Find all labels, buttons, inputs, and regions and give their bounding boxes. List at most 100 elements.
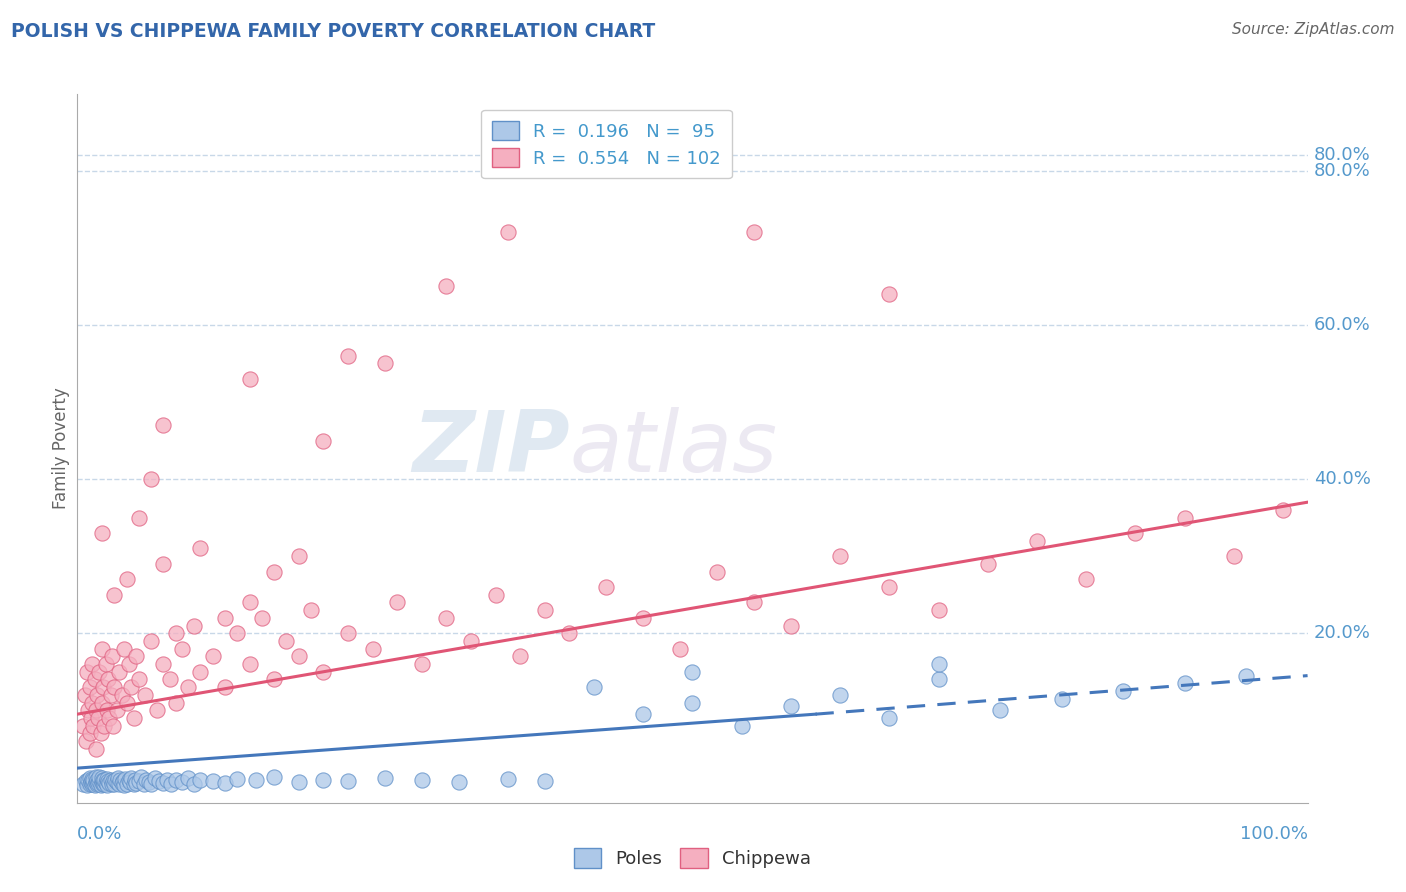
- Point: [90, 526, 114, 541]
- Point: [148, 774, 170, 789]
- Point: [485, 588, 508, 602]
- Point: [361, 641, 384, 656]
- Point: [114, 772, 136, 786]
- Point: [436, 611, 458, 625]
- Point: [288, 775, 311, 789]
- Point: [509, 649, 531, 664]
- Point: [558, 626, 581, 640]
- Point: [183, 618, 205, 632]
- Point: [98, 776, 121, 790]
- Point: [101, 777, 124, 791]
- Point: [135, 772, 157, 787]
- Point: [124, 772, 146, 787]
- Point: [170, 775, 193, 789]
- Point: [633, 707, 655, 722]
- Point: [110, 772, 132, 787]
- Point: [90, 726, 112, 740]
- Point: [121, 680, 143, 694]
- Point: [134, 688, 156, 702]
- Point: [76, 778, 98, 792]
- Point: [879, 711, 901, 725]
- Point: [111, 774, 134, 789]
- Text: ZIP: ZIP: [412, 407, 569, 490]
- Point: [177, 680, 200, 694]
- Point: [128, 774, 150, 789]
- Point: [239, 595, 262, 609]
- Point: [96, 703, 118, 717]
- Point: [141, 777, 163, 791]
- Text: 80.0%: 80.0%: [1313, 161, 1371, 180]
- Legend: Poles, Chippewa: Poles, Chippewa: [567, 841, 818, 875]
- Point: [188, 772, 212, 787]
- Point: [111, 776, 132, 790]
- Point: [496, 772, 519, 786]
- Point: [245, 773, 267, 788]
- Point: [100, 688, 122, 702]
- Point: [595, 580, 617, 594]
- Point: [125, 649, 148, 664]
- Point: [742, 226, 765, 240]
- Point: [312, 434, 335, 448]
- Point: [633, 611, 655, 625]
- Point: [118, 773, 141, 788]
- Point: [239, 372, 262, 386]
- Point: [129, 770, 153, 784]
- Point: [104, 773, 127, 788]
- Point: [263, 770, 285, 784]
- Point: [928, 657, 950, 671]
- Point: [96, 772, 118, 786]
- Point: [447, 775, 470, 789]
- Point: [89, 770, 111, 784]
- Point: [780, 699, 803, 714]
- Point: [121, 771, 143, 785]
- Point: [111, 688, 132, 702]
- Point: [89, 665, 111, 679]
- Text: POLISH VS CHIPPEWA FAMILY POVERTY CORRELATION CHART: POLISH VS CHIPPEWA FAMILY POVERTY CORREL…: [11, 22, 655, 41]
- Text: 60.0%: 60.0%: [1313, 316, 1371, 334]
- Point: [337, 349, 360, 363]
- Point: [830, 688, 852, 702]
- Point: [115, 696, 138, 710]
- Point: [780, 618, 803, 632]
- Point: [79, 776, 101, 790]
- Y-axis label: Family Poverty: Family Poverty: [52, 387, 70, 509]
- Point: [1076, 572, 1098, 586]
- Point: [214, 680, 236, 694]
- Point: [1112, 684, 1135, 698]
- Point: [84, 770, 107, 784]
- Point: [276, 634, 298, 648]
- Point: [115, 776, 138, 790]
- Point: [122, 777, 145, 791]
- Point: [141, 634, 163, 648]
- Point: [122, 711, 145, 725]
- Point: [93, 777, 115, 791]
- Point: [263, 673, 285, 687]
- Point: [165, 773, 187, 788]
- Point: [299, 603, 322, 617]
- Point: [97, 673, 120, 687]
- Point: [988, 703, 1011, 717]
- Point: [201, 649, 224, 664]
- Point: [928, 673, 950, 687]
- Point: [75, 734, 97, 748]
- Point: [1272, 503, 1295, 517]
- Point: [337, 774, 360, 789]
- Point: [128, 673, 150, 687]
- Point: [76, 665, 98, 679]
- Text: atlas: atlas: [569, 407, 778, 490]
- Point: [72, 719, 94, 733]
- Point: [108, 777, 131, 791]
- Point: [928, 603, 950, 617]
- Point: [125, 776, 148, 790]
- Text: Source: ZipAtlas.com: Source: ZipAtlas.com: [1232, 22, 1395, 37]
- Point: [73, 688, 96, 702]
- Point: [830, 549, 852, 563]
- Point: [107, 771, 129, 785]
- Point: [83, 673, 105, 687]
- Point: [97, 774, 120, 789]
- Point: [93, 719, 115, 733]
- Point: [288, 549, 311, 563]
- Point: [141, 472, 163, 486]
- Point: [77, 703, 100, 717]
- Point: [411, 773, 433, 788]
